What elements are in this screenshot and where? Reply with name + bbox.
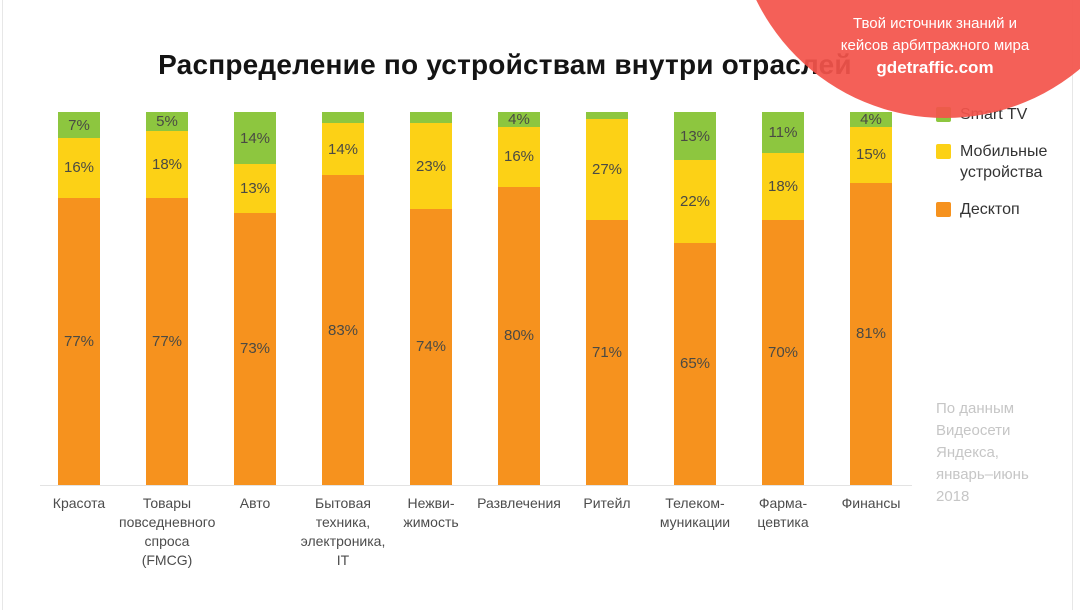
segment-8: 65% [674, 242, 716, 485]
x-axis-label-9: Фарма-цевтика [757, 495, 809, 530]
bar-10: 4% 15% 81% [850, 111, 892, 485]
legend-item-mobile: Мобильные устройства [936, 141, 1064, 183]
bar-3: 14% 13% 73% [234, 112, 276, 485]
x-axis-label-6: Развлечения [477, 495, 561, 511]
bar-8: 13% 22% 65% [674, 112, 716, 485]
segment-10: 4% [850, 111, 892, 128]
legend-swatch-mobile [936, 144, 951, 159]
bar-2: 5% 18% 77% [146, 112, 188, 485]
segment-3: 73% [234, 212, 276, 485]
segment-4 [322, 112, 364, 124]
bar-5: 23% 74% [410, 112, 452, 485]
promo-badge: Твой источник знаний и кейсов арбитражно… [800, 13, 1070, 80]
x-axis-label-2: Товары повседневного спроса (FMCG) [119, 495, 216, 568]
x-axis-label-8: Телеком-муникации [659, 495, 731, 530]
segment-3: 14% [234, 112, 276, 165]
bar-6: 4% 16% 80% [498, 111, 540, 485]
segment-9: 18% [762, 153, 804, 221]
segment-10: 15% [850, 126, 892, 183]
segment-1: 77% [58, 197, 100, 485]
x-axis-line [40, 485, 912, 486]
x-axis-label-5: Нежви-жимость [403, 495, 459, 530]
bar-9: 11% 18% 70% [762, 112, 804, 485]
segment-2: 5% [146, 112, 188, 131]
bar-7: 27% 71% [586, 112, 628, 485]
promo-domain: gdetraffic.com [876, 58, 994, 77]
x-axis-label-7: Ритейл [583, 495, 631, 511]
x-axis-label-3: Авто [239, 495, 271, 511]
segment-7: 27% [586, 119, 628, 221]
segment-2: 18% [146, 130, 188, 198]
segment-4: 83% [322, 175, 364, 485]
segment-7 [586, 112, 628, 120]
promo-line-2: кейсов арбитражного мира [840, 37, 1030, 54]
segment-6: 16% [498, 126, 540, 187]
chart-title: Распределение по устройствам внутри отра… [158, 48, 852, 80]
segment-8: 13% [674, 112, 716, 161]
segment-5: 74% [410, 208, 452, 485]
bar-4: 14% 83% [322, 112, 364, 485]
promo-line-1: Твой источник знаний и [852, 15, 1018, 32]
segment-1: 7% [58, 112, 100, 139]
segment-8: 22% [674, 160, 716, 243]
bar-1: 7% 16% 77% [58, 112, 100, 485]
segment-9: 70% [762, 220, 804, 485]
legend-swatch-desktop [936, 202, 951, 217]
segment-1: 16% [58, 138, 100, 198]
segment-4: 14% [322, 123, 364, 176]
segment-10: 81% [850, 182, 892, 485]
x-axis-label-1: Красота [52, 495, 106, 511]
chart-legend: Smart TV Мобильные устройства Десктоп [936, 104, 1064, 236]
legend-label: Мобильные устройства [960, 143, 1048, 181]
segment-6: 4% [498, 111, 540, 128]
legend-label: Десктоп [960, 201, 1020, 218]
segment-2: 77% [146, 197, 188, 485]
slide-left-edge [2, 0, 3, 610]
segment-5 [410, 112, 452, 124]
x-axis-label-10: Финансы [841, 495, 901, 511]
segment-9: 11% [762, 112, 804, 154]
segment-6: 80% [498, 186, 540, 485]
segment-5: 23% [410, 123, 452, 209]
data-source-note: По данным Видеосети Яндекса, январь–июнь… [936, 400, 1029, 505]
segment-3: 13% [234, 164, 276, 213]
bar-chart: 7% 16% 77% 5% 18% 77% 14% 13% 73% 14% 83% 23% 74% 4% 1… [0, 111, 1080, 486]
slide-right-edge [1072, 0, 1073, 610]
x-axis-label-4: Бытовая техника, электроника, IT [300, 495, 386, 568]
legend-item-desktop: Десктоп [936, 199, 1064, 220]
segment-7: 71% [586, 220, 628, 485]
